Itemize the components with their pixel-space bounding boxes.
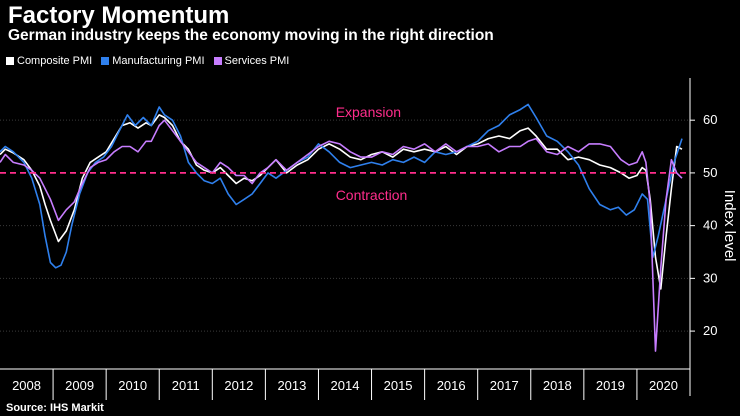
legend-item-manufacturing: Manufacturing PMI (101, 55, 205, 67)
x-tick-label-2018: 2018 (543, 378, 572, 393)
legend-item-services: Services PMI (213, 55, 290, 67)
legend-label-composite: Composite PMI (17, 55, 93, 67)
y-tick-label-50: 50 (703, 165, 717, 180)
y-axis-label: Index level (721, 190, 738, 262)
series-line-composite (0, 114, 683, 290)
legend-item-composite: Composite PMI (6, 55, 92, 67)
x-axis: 2008 2009 2010 2011 2012 2013 2014 2015 2016 2017… (0, 368, 690, 400)
annotation-expansion: Expansion (336, 104, 401, 120)
y-tick-label-40: 40 (703, 218, 717, 233)
x-tick-label-2010: 2010 (118, 378, 147, 393)
series-lines (0, 103, 683, 352)
chart-annotations: Expansion Contraction (0, 104, 690, 203)
legend: Composite PMI Manufacturing PMI Services… (6, 55, 289, 67)
source-note: Source: IHS Markit (6, 402, 104, 414)
series-line-services (0, 119, 683, 352)
x-tick-label-2009: 2009 (65, 378, 94, 393)
x-tick-label-2017: 2017 (490, 378, 519, 393)
x-tick-label-2016: 2016 (437, 378, 466, 393)
x-tick-label-2012: 2012 (224, 378, 253, 393)
y-axis: 20 30 40 50 60 Index level (689, 78, 738, 396)
chart-subtitle: German industry keeps the economy moving… (8, 27, 494, 44)
y-tick-label-20: 20 (703, 323, 717, 338)
x-tick-label-2015: 2015 (384, 378, 413, 393)
chart-title: Factory Momentum (8, 2, 230, 29)
x-tick-label-2020: 2020 (649, 378, 678, 393)
x-tick-label-2008: 2008 (12, 378, 41, 393)
chart-grid (0, 119, 690, 332)
x-tick-label-2014: 2014 (331, 378, 360, 393)
legend-swatch-services (213, 57, 222, 65)
legend-swatch-composite (6, 57, 14, 65)
x-tick-label-2013: 2013 (277, 378, 306, 393)
legend-swatch-manufacturing (101, 57, 110, 65)
annotation-contraction: Contraction (336, 187, 408, 203)
y-tick-label-30: 30 (703, 270, 717, 285)
legend-label-manufacturing: Manufacturing PMI (112, 55, 205, 67)
x-tick-label-2011: 2011 (172, 378, 200, 393)
legend-label-services: Services PMI (224, 55, 290, 67)
y-tick-label-60: 60 (703, 112, 717, 127)
x-tick-label-2019: 2019 (596, 378, 625, 393)
